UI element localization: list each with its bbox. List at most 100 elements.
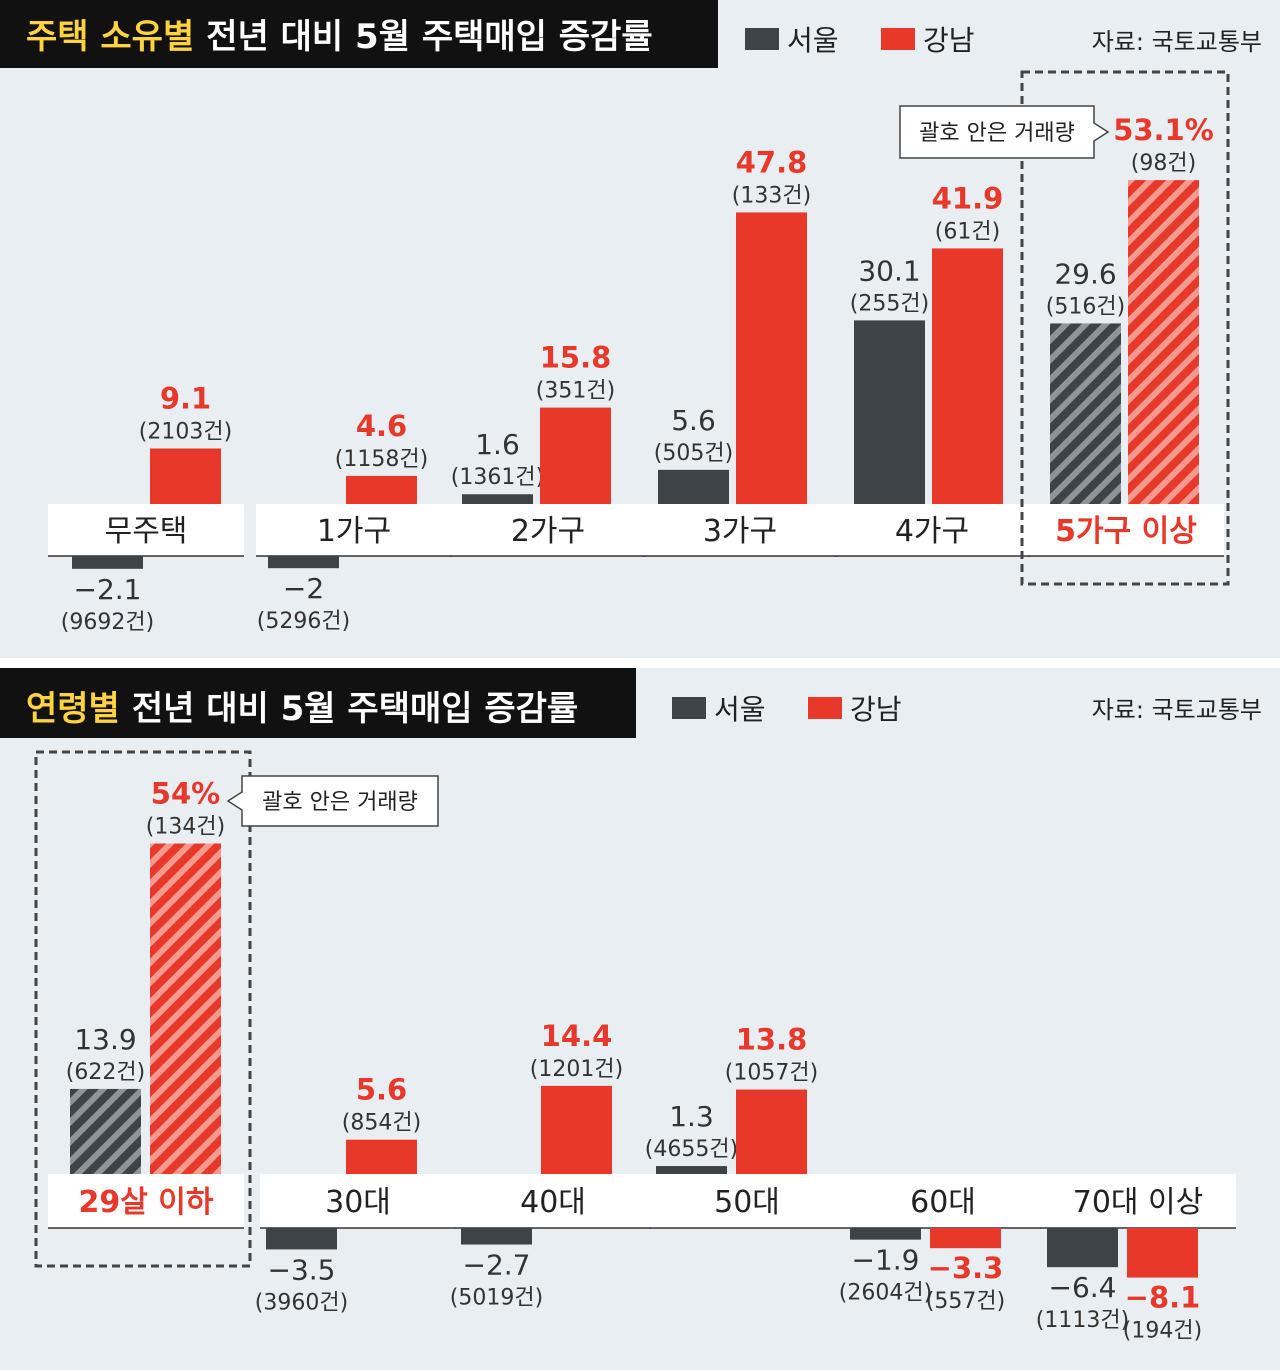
bar-gangnam — [150, 843, 221, 1174]
count-label-gangnam: (557건) — [926, 1289, 1005, 1314]
category-group: 50대 1.3 (4655건) 13.8 (1057건) — [645, 1023, 845, 1229]
value-label-seoul: −6.4 — [1049, 1271, 1117, 1304]
title-bar — [0, 0, 718, 68]
bar-seoul — [658, 469, 729, 504]
bar-gangnam — [736, 1089, 807, 1174]
category-box — [455, 1174, 651, 1228]
count-label-gangnam: (133건) — [732, 183, 811, 208]
bar-gangnam — [346, 475, 417, 504]
value-label-gangnam: 9.1 — [160, 381, 211, 415]
count-label-seoul: (516건) — [1046, 294, 1125, 319]
title-bar — [0, 668, 636, 738]
chart-by-age: 연령별 전년 대비 5월 주택매입 증감률 서울 강남 자료: 국토교통부 29살 이하 1… — [0, 668, 1262, 1344]
bar-seoul — [462, 494, 533, 504]
value-label-gangnam: 13.8 — [736, 1023, 808, 1057]
callout-box — [226, 775, 439, 827]
bar-gangnam — [1128, 180, 1199, 504]
count-label-seoul: (4655건) — [645, 1137, 738, 1162]
value-label-seoul: 1.3 — [669, 1100, 714, 1133]
category-group: 40대 −2.7 (5019건) 14.4 (1201건) — [450, 1019, 651, 1311]
count-label-gangnam: (1057건) — [725, 1061, 818, 1086]
category-label: 2가구 — [511, 514, 585, 549]
bar-seoul — [850, 1228, 921, 1240]
category-box — [260, 1174, 456, 1228]
count-label-seoul: (3960건) — [255, 1290, 348, 1315]
count-label-gangnam: (351건) — [536, 379, 615, 404]
count-label-seoul: (1113건) — [1036, 1308, 1129, 1333]
category-box — [256, 504, 452, 556]
bar-gangnam — [540, 407, 611, 504]
category-label: 29살 이하 — [79, 1185, 214, 1220]
title-highlight: 연령별 — [26, 689, 120, 729]
legend-label-seoul: 서울 — [714, 693, 766, 726]
count-label-gangnam: (134건) — [146, 815, 225, 840]
category-group: 29살 이하 13.9 (622건) 54% (134건) — [48, 777, 244, 1229]
bar-seoul — [266, 1228, 337, 1250]
count-label-seoul: (255건) — [850, 291, 929, 316]
highlight-dashed-box — [34, 750, 252, 1268]
count-label-seoul: (5019건) — [450, 1286, 543, 1311]
callout-note: 괄호 안은 거래량 — [899, 105, 1110, 159]
bar-seoul — [1047, 1228, 1118, 1268]
count-label-seoul: (1361건) — [451, 465, 544, 490]
count-label-gangnam: (1158건) — [335, 447, 428, 472]
title-rest: 전년 대비 5월 주택매입 증감률 — [206, 17, 652, 57]
category-box — [1028, 504, 1224, 556]
count-label-gangnam: (61건) — [935, 219, 1000, 244]
category-label: 60대 — [910, 1185, 976, 1220]
count-label-gangnam: (854건) — [342, 1111, 421, 1136]
category-label: 3가구 — [703, 514, 777, 549]
count-label-gangnam: (98건) — [1131, 151, 1196, 176]
bar-gangnam — [541, 1085, 612, 1174]
value-label-gangnam: 15.8 — [540, 341, 612, 375]
callout-text: 괄호 안은 거래량 — [262, 790, 418, 815]
legend-swatch-gangnam — [881, 28, 915, 50]
callout-box — [899, 105, 1110, 159]
count-label-gangnam: (194건) — [1123, 1319, 1202, 1344]
category-box — [834, 504, 1030, 556]
value-label-seoul: −3.5 — [268, 1253, 336, 1286]
source-note: 자료: 국토교통부 — [1092, 696, 1262, 724]
value-label-gangnam: −8.1 — [1125, 1281, 1201, 1315]
value-label-gangnam: 53.1% — [1113, 113, 1214, 147]
category-label: 70대 이상 — [1073, 1185, 1204, 1220]
count-label-seoul: (622건) — [66, 1060, 145, 1085]
bar-seoul — [72, 556, 143, 569]
category-group: 60대 −1.9 (2604건)−3.3 (557건) — [839, 1174, 1041, 1314]
category-group: 30대 −3.5 (3960건) 5.6 (854건) — [255, 1073, 456, 1315]
legend-label-seoul: 서울 — [787, 24, 839, 57]
bar-gangnam — [736, 212, 807, 505]
category-group: 3가구 5.6 (505건) 47.8 (133건) — [642, 145, 838, 557]
highlight-dashed-box — [1020, 70, 1230, 586]
callout-note: 괄호 안은 거래량 — [226, 775, 439, 827]
chart-title: 연령별 전년 대비 5월 주택매입 증감률 — [26, 689, 578, 729]
value-label-seoul: 29.6 — [1054, 257, 1116, 290]
bar-seoul — [1050, 323, 1121, 504]
value-label-gangnam: −3.3 — [928, 1251, 1004, 1285]
legend-swatch-seoul — [745, 28, 779, 50]
title-rest: 전년 대비 5월 주택매입 증감률 — [132, 689, 578, 729]
value-label-gangnam: 5.6 — [356, 1073, 407, 1107]
callout-text: 괄호 안은 거래량 — [919, 121, 1075, 146]
value-label-seoul: 5.6 — [671, 404, 716, 437]
category-label: 30대 — [325, 1185, 391, 1220]
bar-seoul — [461, 1228, 532, 1245]
bar-gangnam — [1127, 1228, 1198, 1278]
category-label: 50대 — [714, 1185, 780, 1220]
category-label: 1가구 — [317, 514, 391, 549]
category-box — [845, 1174, 1041, 1228]
category-box — [450, 504, 646, 556]
legend-swatch-seoul — [672, 697, 706, 719]
category-label: 무주택 — [105, 514, 188, 549]
bar-gangnam — [930, 1228, 1001, 1249]
bar-gangnam — [932, 248, 1003, 504]
value-label-seoul: −2.1 — [74, 573, 142, 606]
source-note: 자료: 국토교통부 — [1092, 28, 1262, 56]
value-label-gangnam: 54% — [151, 777, 220, 811]
bar-seoul — [70, 1088, 141, 1174]
category-box — [48, 1174, 244, 1228]
value-label-seoul: 30.1 — [858, 254, 920, 287]
legend-label-gangnam: 강남 — [923, 24, 975, 57]
category-group: 5가구 이상 29.6 (516건) 53.1% (98건) — [1028, 113, 1224, 557]
